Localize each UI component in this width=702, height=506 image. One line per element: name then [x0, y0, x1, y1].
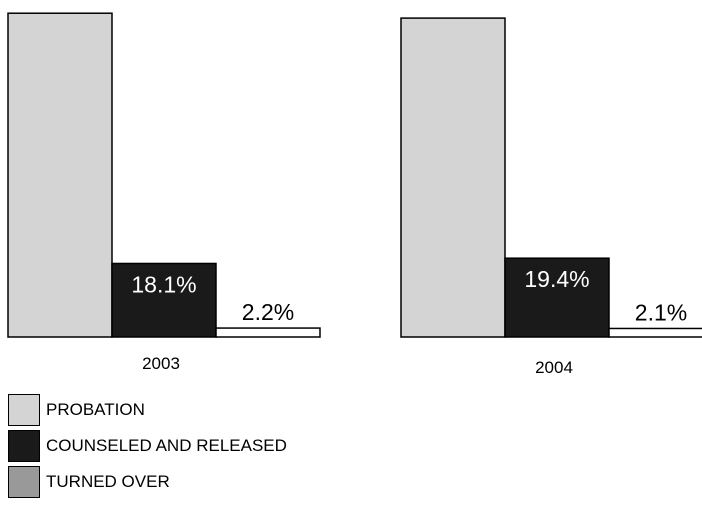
data-label-turned-over-2004: 2.1% [635, 299, 687, 325]
legend: PROBATION COUNSELED AND RELEASED TURNED … [8, 392, 408, 500]
bar-probation-2003 [7, 12, 113, 338]
legend-label-counseled-and-released: COUNSELED AND RELEASED [46, 436, 287, 455]
data-label-turned-over-2003: 2.2% [242, 299, 294, 325]
bar-turned-over-2003 [215, 327, 321, 338]
category-label-2003: 2003 [142, 354, 180, 373]
legend-item-probation: PROBATION [8, 392, 408, 428]
legend-label-turned-over: TURNED OVER [46, 472, 170, 491]
bar-counseled-and-released-2003 [111, 262, 217, 338]
legend-label-probation: PROBATION [46, 400, 145, 419]
category-label-2004: 2004 [535, 358, 573, 377]
legend-swatch-counseled-and-released [8, 430, 40, 462]
bar-counseled-and-released-2004 [504, 257, 610, 338]
data-label-counseled-and-released-2004: 19.4% [524, 266, 589, 292]
legend-item-turned-over: TURNED OVER [8, 464, 408, 500]
bar-probation-2004 [400, 17, 506, 338]
legend-swatch-turned-over [8, 466, 40, 498]
legend-swatch-probation [8, 394, 40, 426]
legend-item-counseled-and-released: COUNSELED AND RELEASED [8, 428, 408, 464]
data-label-counseled-and-released-2003: 18.1% [131, 271, 196, 297]
bar-turned-over-2004 [608, 327, 702, 338]
